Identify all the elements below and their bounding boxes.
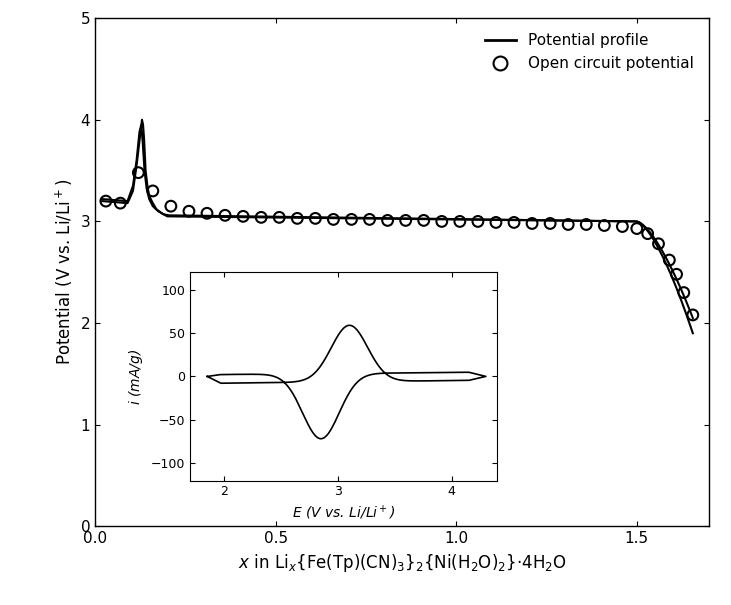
Point	[436, 217, 447, 226]
Point	[400, 215, 412, 225]
Point	[219, 211, 231, 220]
Point	[642, 229, 654, 238]
Point	[580, 220, 592, 229]
Point	[664, 255, 675, 265]
Point	[472, 217, 484, 226]
Point	[115, 198, 126, 208]
Point	[147, 186, 159, 196]
Point	[526, 218, 538, 228]
Point	[545, 218, 556, 228]
Point	[678, 288, 689, 298]
Point	[255, 212, 267, 222]
Point	[687, 310, 699, 320]
Point	[508, 218, 520, 227]
Point	[132, 168, 144, 177]
Point	[346, 215, 357, 224]
Point	[653, 239, 664, 249]
Point	[364, 215, 376, 224]
Point	[100, 196, 112, 206]
Point	[327, 215, 339, 224]
Point	[292, 214, 303, 223]
Point	[418, 215, 430, 225]
Point	[273, 212, 285, 222]
Point	[201, 209, 213, 218]
Point	[165, 201, 177, 211]
Point	[238, 212, 249, 221]
Point	[490, 218, 501, 227]
Point	[616, 221, 628, 231]
Point	[454, 217, 466, 226]
Point	[599, 221, 610, 231]
X-axis label: $x$ in Li$_x${Fe(Tp)(CN)$_3$}$_2${Ni(H$_2$O)$_2$}·4H$_2$O: $x$ in Li$_x${Fe(Tp)(CN)$_3$}$_2${Ni(H$_…	[238, 552, 567, 574]
Point	[309, 214, 321, 223]
Legend: Potential profile, Open circuit potential: Potential profile, Open circuit potentia…	[477, 26, 702, 79]
Point	[631, 224, 643, 234]
Y-axis label: Potential (V vs. Li/Li$^+$): Potential (V vs. Li/Li$^+$)	[53, 179, 75, 365]
Point	[382, 215, 393, 225]
Point	[562, 220, 574, 229]
Point	[671, 269, 683, 279]
Point	[183, 206, 194, 216]
